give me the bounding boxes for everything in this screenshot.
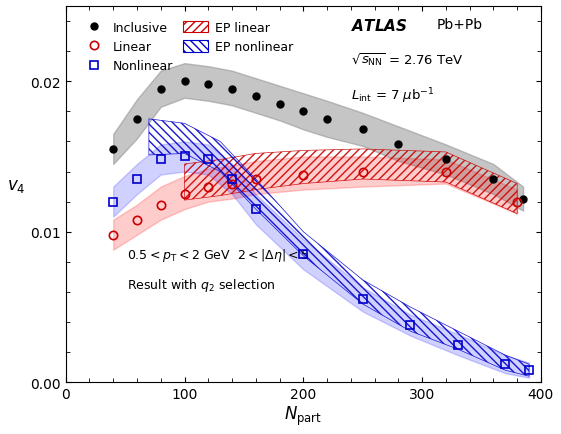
X-axis label: $N_\mathrm{part}$: $N_\mathrm{part}$ — [284, 404, 323, 427]
Text: $\sqrt{s_\mathrm{NN}}$ = 2.76 TeV: $\sqrt{s_\mathrm{NN}}$ = 2.76 TeV — [351, 52, 463, 69]
Text: $0.5 < p_\mathrm{T} < 2\ \mathrm{GeV}$  $2<|\Delta\eta|<5$: $0.5 < p_\mathrm{T} < 2\ \mathrm{GeV}$ $… — [127, 247, 310, 263]
Text: Pb+Pb: Pb+Pb — [436, 18, 482, 32]
Text: $L_\mathrm{int}$ = 7 $\mu$b$^{-1}$: $L_\mathrm{int}$ = 7 $\mu$b$^{-1}$ — [351, 86, 435, 105]
Text: $\bfit{ATLAS}$: $\bfit{ATLAS}$ — [351, 18, 408, 34]
Y-axis label: $v_4$: $v_4$ — [7, 177, 25, 194]
Text: Result with $q_2$ selection: Result with $q_2$ selection — [127, 276, 276, 293]
Legend: Inclusive, Linear, Nonlinear, EP linear, EP nonlinear: Inclusive, Linear, Nonlinear, EP linear,… — [77, 17, 298, 78]
